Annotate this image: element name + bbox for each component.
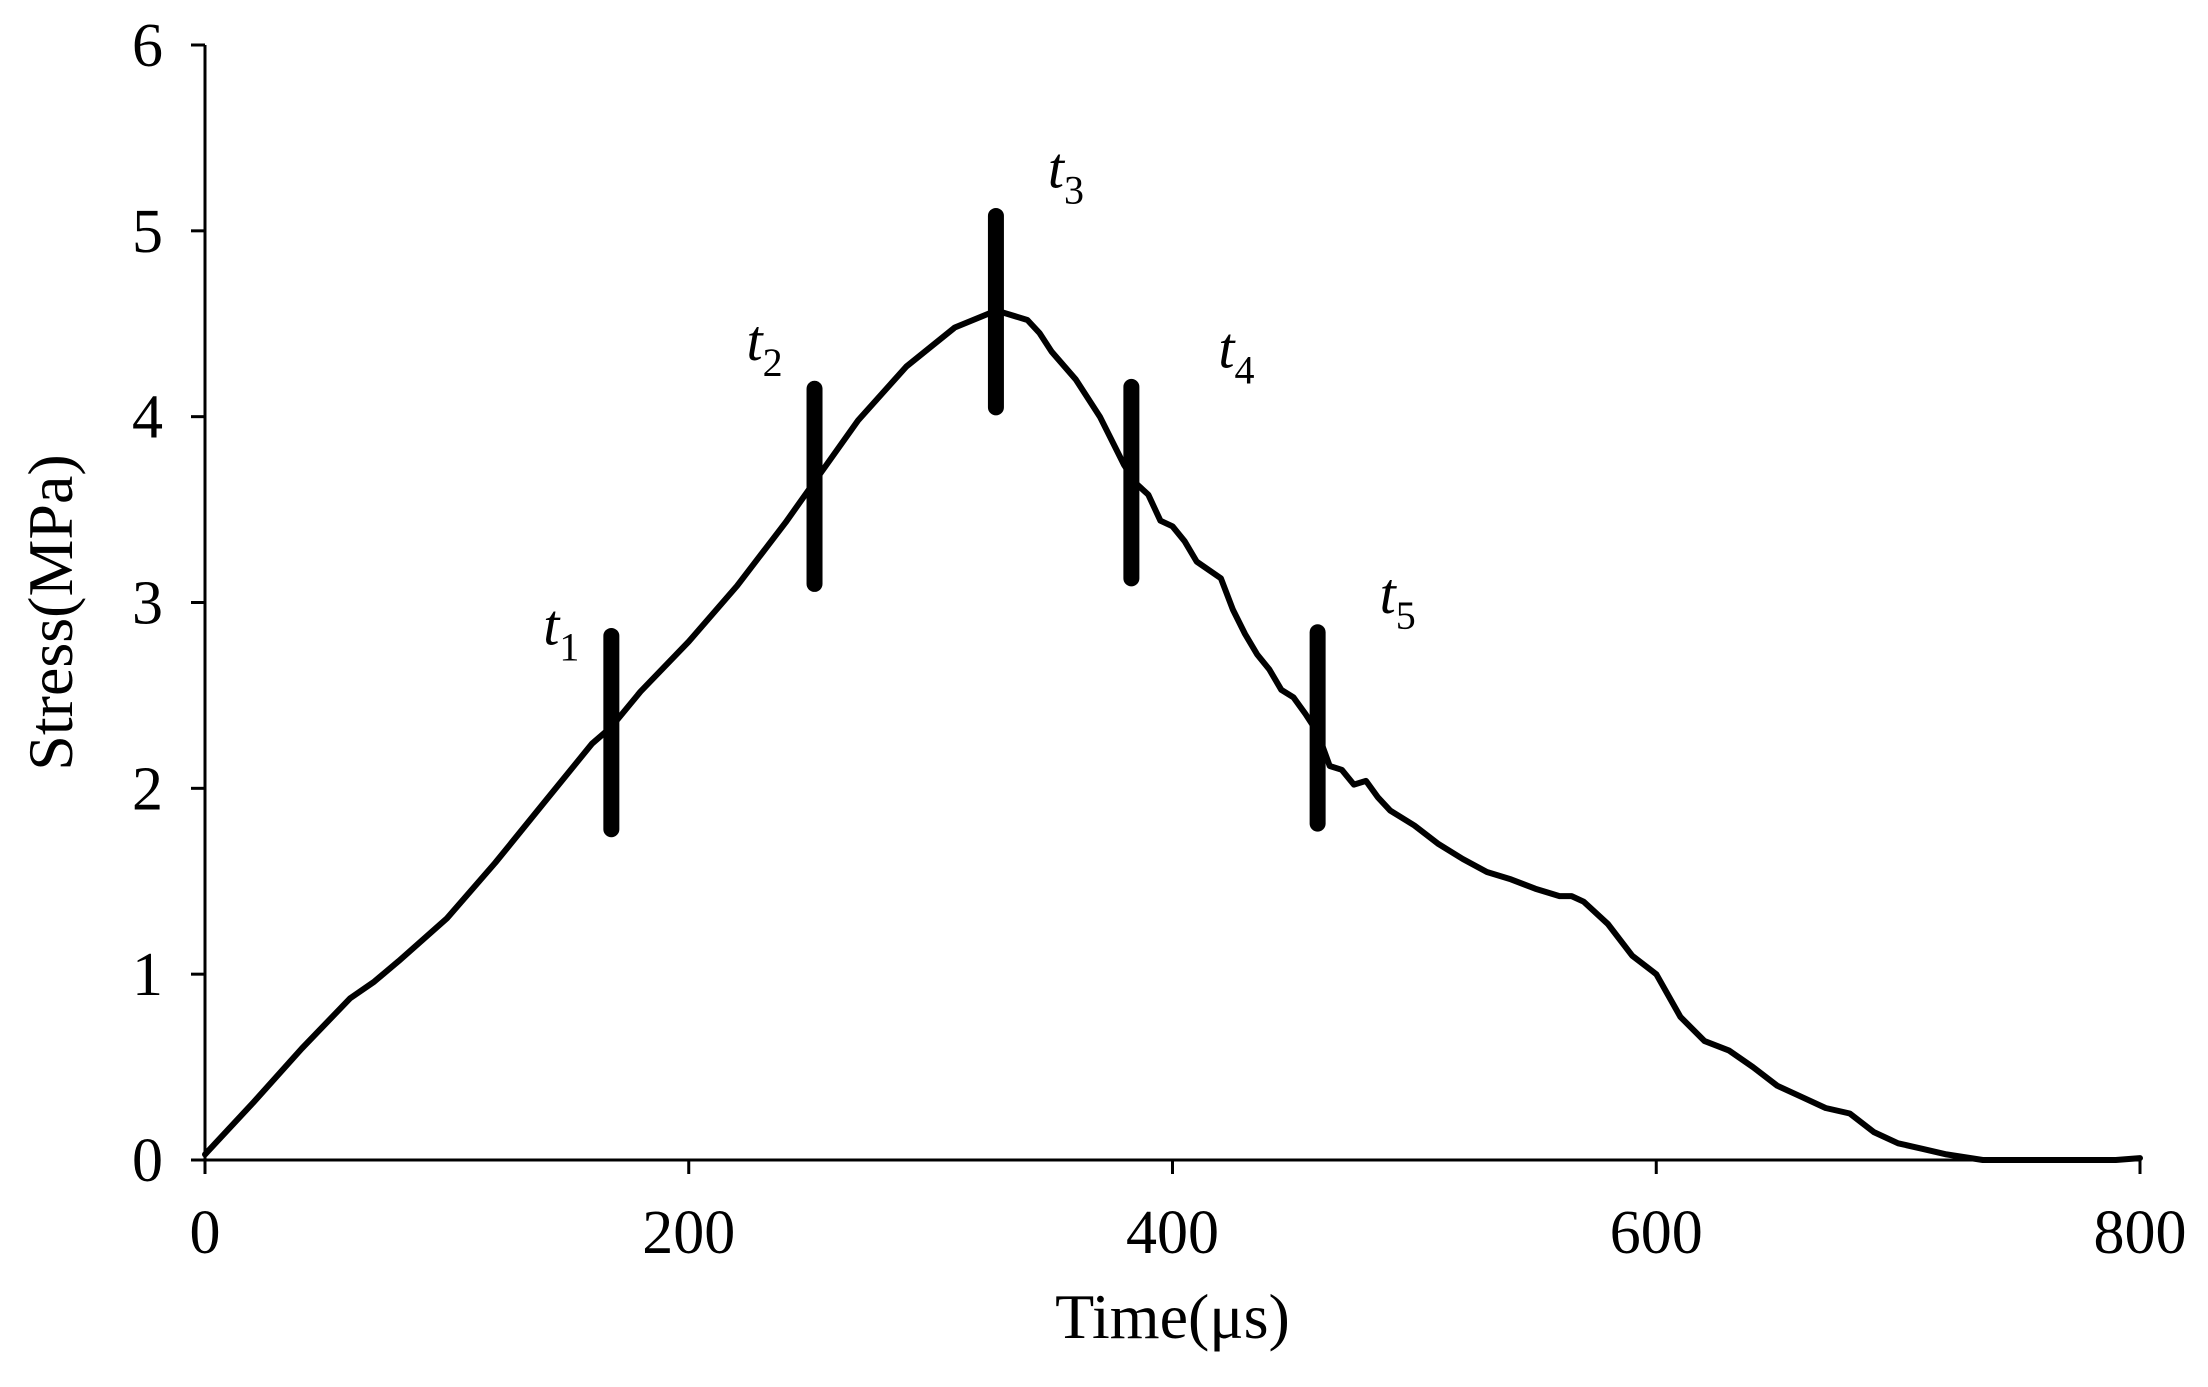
x-tick-label: 400 (1126, 1199, 1219, 1267)
series-layer (202, 309, 2143, 1163)
markers-layer: t1 t2 t3 t4 t5 (543, 135, 1416, 838)
time-marker-label-t1: t1 (543, 593, 579, 670)
time-marker-label-t3: t3 (1048, 135, 1084, 212)
y-tick-label: 3 (132, 570, 163, 638)
axes: 0 1 2 3 4 5 6 0 200 400 600 800 (132, 12, 2187, 1267)
y-tick-label: 6 (132, 12, 163, 80)
y-tick-label: 5 (132, 198, 163, 266)
y-tick-label: 2 (132, 755, 163, 823)
y-tick-label: 4 (132, 384, 163, 452)
time-marker-label-t2: t2 (746, 308, 782, 385)
y-tick-label: 0 (132, 1127, 163, 1195)
y-axis-title: Stress(MPa) (15, 454, 86, 770)
stress-curve (202, 309, 2143, 1163)
x-tick-label: 800 (2094, 1199, 2187, 1267)
x-axis-title: Time(μs) (1055, 1281, 1290, 1352)
x-tick-label: 600 (1610, 1199, 1703, 1267)
time-marker-label-t5: t5 (1380, 561, 1416, 638)
x-tick-label: 200 (642, 1199, 735, 1267)
x-tick-label: 0 (190, 1199, 221, 1267)
time-marker-label-t4: t4 (1218, 316, 1254, 393)
y-tick-label: 1 (132, 941, 163, 1009)
